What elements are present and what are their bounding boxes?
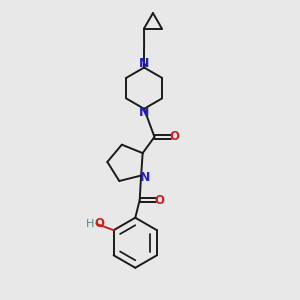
Text: H: H (86, 219, 94, 229)
Text: N: N (140, 170, 150, 184)
Text: O: O (169, 130, 179, 143)
Text: O: O (155, 194, 165, 207)
Text: N: N (139, 106, 149, 119)
Text: N: N (139, 57, 149, 70)
Text: O: O (94, 217, 104, 230)
